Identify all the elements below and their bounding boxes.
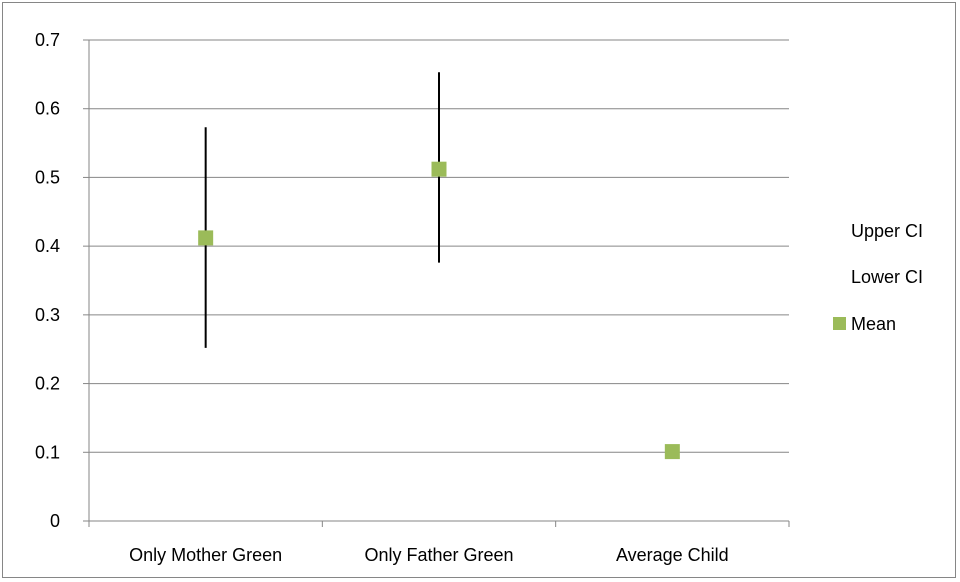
x-tick-label: Only Mother Green xyxy=(129,545,282,565)
y-tick-label: 0.4 xyxy=(35,236,60,256)
legend-label-upper-ci: Upper CI xyxy=(851,221,923,241)
mean-marker xyxy=(198,230,214,246)
y-tick-label: 0 xyxy=(50,511,60,531)
y-tick-label: 0.5 xyxy=(35,167,60,187)
y-tick-label: 0.2 xyxy=(35,374,60,394)
legend-mean-marker xyxy=(833,317,846,330)
y-tick-label: 0.1 xyxy=(35,442,60,462)
y-tick-label: 0.7 xyxy=(35,30,60,50)
legend-label-lower-ci: Lower CI xyxy=(851,267,923,287)
x-tick-label: Only Father Green xyxy=(364,545,513,565)
y-tick-label: 0.3 xyxy=(35,305,60,325)
x-tick-label: Average Child xyxy=(616,545,729,565)
mean-marker xyxy=(431,161,447,177)
y-tick-label: 0.6 xyxy=(35,99,60,119)
legend-label-mean: Mean xyxy=(851,314,896,334)
mean-marker xyxy=(664,444,680,460)
